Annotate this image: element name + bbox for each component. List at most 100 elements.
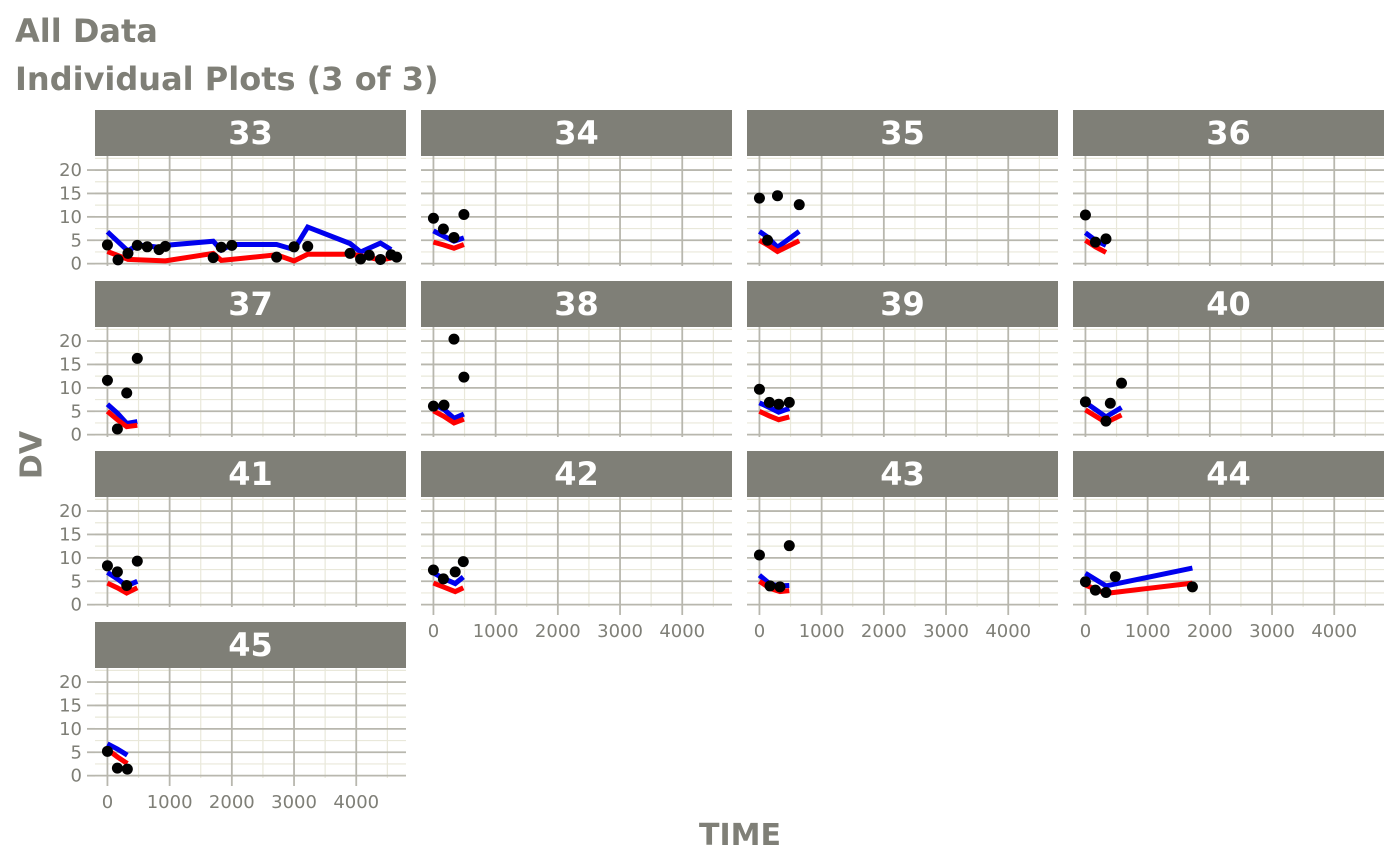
observed-point <box>753 192 765 204</box>
series-line-red <box>432 580 465 595</box>
observed-point <box>111 423 123 435</box>
observed-point <box>302 240 314 252</box>
x-tick-label: 4000 <box>659 621 705 642</box>
observed-point <box>122 247 134 259</box>
x-tick-label: 4000 <box>985 621 1031 642</box>
observed-point <box>131 352 143 364</box>
observed-point <box>1100 415 1112 427</box>
observed-point <box>355 253 367 265</box>
series-line-blue <box>105 402 138 427</box>
x-tick-label: 4000 <box>333 792 379 813</box>
facet-strip-label: 33 <box>228 114 273 152</box>
y-tick-label: 0 <box>71 595 82 616</box>
observed-point <box>1109 571 1121 583</box>
facet-strip <box>747 281 1058 327</box>
observed-point <box>215 241 227 253</box>
facet-strip-label: 38 <box>554 285 599 323</box>
chart-subtitle: Individual Plots (3 of 3) <box>15 60 439 98</box>
observed-point <box>271 251 283 263</box>
observed-point <box>101 374 113 386</box>
x-tick-label: 3000 <box>271 792 317 813</box>
observed-point <box>762 234 774 246</box>
observed-point <box>783 396 795 408</box>
observed-point <box>448 231 460 243</box>
observed-point <box>427 212 439 224</box>
observed-point <box>773 398 785 410</box>
observed-point <box>131 239 143 251</box>
facet-panel-40: 40 <box>1073 281 1384 437</box>
facet-strip <box>95 451 406 497</box>
y-tick-label: 10 <box>59 719 82 740</box>
y-tick-label: 5 <box>71 742 82 763</box>
facet-strip-label: 41 <box>228 455 273 493</box>
observed-point <box>448 333 460 345</box>
x-tick-label: 3000 <box>923 621 969 642</box>
x-tick-label: 1000 <box>1125 621 1171 642</box>
observed-point <box>1079 576 1091 588</box>
facet-strip <box>1073 110 1384 156</box>
observed-point <box>207 252 219 264</box>
facet-panel-39: 39 <box>747 281 1058 437</box>
observed-point <box>458 371 470 383</box>
observed-point <box>111 762 123 774</box>
observed-point <box>774 581 786 593</box>
facet-strip-label: 35 <box>880 114 925 152</box>
x-tick-label: 1000 <box>147 792 193 813</box>
x-tick-label: 0 <box>1080 621 1091 642</box>
observed-point <box>112 254 124 266</box>
facet-panel-44: 44 0 1000 2000 3000 4000 <box>1073 451 1384 642</box>
y-tick-label: 0 <box>71 254 82 275</box>
y-tick-label: 15 <box>59 183 82 204</box>
observed-point <box>793 199 805 211</box>
facet-strip-label: 42 <box>554 455 599 493</box>
facet-strip <box>747 110 1058 156</box>
series-line-red <box>758 409 790 423</box>
y-tick-label: 5 <box>71 571 82 592</box>
observed-point <box>121 763 133 775</box>
observed-point <box>437 573 449 585</box>
series-line-blue <box>106 570 139 589</box>
series-line-blue <box>1084 565 1193 589</box>
facet-panel-43: 43 0 1000 2000 3000 4000 <box>747 451 1058 642</box>
observed-point <box>111 566 123 578</box>
facet-strip <box>95 110 406 156</box>
series-line-red <box>106 580 139 596</box>
facet-strip-label: 37 <box>228 285 273 323</box>
observed-point <box>764 580 776 592</box>
observed-point <box>131 555 143 567</box>
facet-strip-label: 39 <box>880 285 925 323</box>
facet-strip <box>1073 451 1384 497</box>
observed-point <box>391 251 403 263</box>
observed-point <box>1079 209 1091 221</box>
x-tick-label: 4000 <box>1311 621 1357 642</box>
series-line-blue <box>432 570 465 587</box>
facet-panel-34: 34 <box>421 110 732 266</box>
facet-strip-label: 36 <box>1206 114 1251 152</box>
observed-point <box>363 249 375 261</box>
observed-point <box>121 387 133 399</box>
facet-panel-42: 42 0 1000 2000 3000 4000 <box>421 451 732 642</box>
y-tick-label: 10 <box>59 207 82 228</box>
observed-point <box>374 253 386 265</box>
observed-point <box>753 383 765 395</box>
x-tick-label: 0 <box>428 621 439 642</box>
y-tick-label: 15 <box>59 354 82 375</box>
facet-strip <box>1073 281 1384 327</box>
series-line-blue <box>106 741 129 758</box>
x-tick-label: 2000 <box>209 792 255 813</box>
y-tick-label: 20 <box>59 160 82 181</box>
observed-point <box>1079 396 1091 408</box>
observed-point <box>101 239 113 251</box>
y-tick-label: 10 <box>59 548 82 569</box>
series-line-red <box>432 408 465 426</box>
x-tick-label: 1000 <box>799 621 845 642</box>
observed-point <box>1104 397 1116 409</box>
observed-point <box>438 399 450 411</box>
observed-point <box>101 745 113 757</box>
series-line-blue <box>758 400 791 415</box>
x-tick-label: 2000 <box>535 621 581 642</box>
y-tick-label: 20 <box>59 501 82 522</box>
x-tick-label: 0 <box>754 621 765 642</box>
observed-point <box>141 241 153 253</box>
